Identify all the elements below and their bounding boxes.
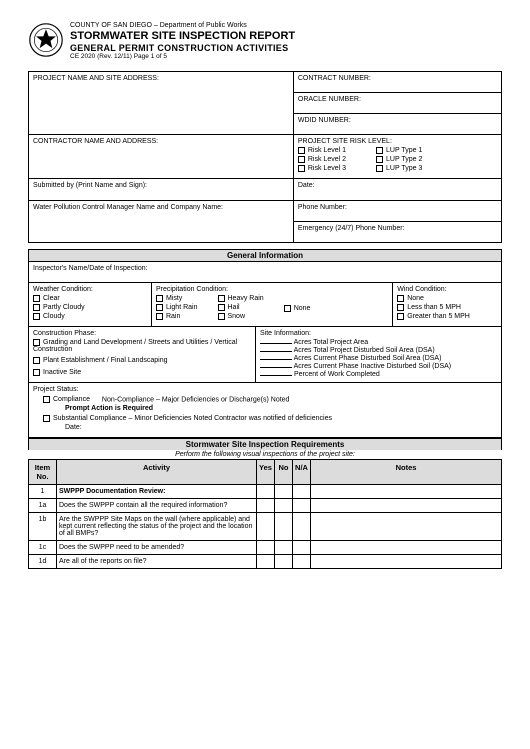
county-seal-icon [28,22,64,58]
project-name-label: PROJECT NAME AND SITE ADDRESS: [33,75,159,82]
cell-no[interactable] [275,499,293,513]
risk-level-1-checkbox[interactable]: Risk Level 1 [298,147,346,154]
wind-none-checkbox[interactable]: None [397,295,487,302]
weather-cloudy-checkbox[interactable]: Cloudy [33,313,137,320]
lup-type-2-checkbox[interactable]: LUP Type 2 [376,156,422,163]
site-total-area: Acres Total Project Area [260,339,497,346]
general-info-heading: General Information [29,249,502,261]
col-notes: Notes [311,460,502,485]
cell-no[interactable] [275,513,293,541]
table-row: 1d Are all of the reports on file? [29,555,502,569]
phone-number-label: Phone Number: [298,204,347,211]
status-noncompliance-text: Non-Compliance – Major Deficiencies or D… [102,396,290,403]
lup-type-1-checkbox[interactable]: LUP Type 1 [376,147,422,154]
precip-hail-checkbox[interactable]: Hail [218,304,264,311]
wind-label: Wind Condition: [397,286,497,293]
lup-type-3-checkbox[interactable]: LUP Type 3 [376,165,422,172]
wind-gt5-checkbox[interactable]: Greater than 5 MPH [397,313,487,320]
project-status-label: Project Status: [33,386,497,393]
emergency-phone-label: Emergency (24/7) Phone Number: [298,225,405,232]
cell-no[interactable] [275,555,293,569]
cell-yes[interactable] [257,513,275,541]
site-pct-complete: Percent of Work Completed [260,371,497,378]
wpcm-label: Water Pollution Control Manager Name and… [33,204,223,211]
precip-none-checkbox[interactable]: None [284,305,311,312]
county-dept: COUNTY OF SAN DIEGO – Department of Publ… [70,22,295,30]
cell-na[interactable] [293,555,311,569]
weather-partly-cloudy-checkbox[interactable]: Partly Cloudy [33,304,137,311]
inspection-table: Item No. Activity Yes No N/A Notes 1 SWP… [28,459,502,569]
precip-light-rain-checkbox[interactable]: Light Rain [156,304,198,311]
project-info-table: PROJECT NAME AND SITE ADDRESS: CONTRACT … [28,71,502,243]
report-subtitle: GENERAL PERMIT CONSTRUCTION ACTIVITIES [70,43,295,53]
risk-level-label: PROJECT SITE RISK LEVEL: [298,138,497,145]
col-item-no: Item No. [29,460,57,485]
site-info-label: Site Information: [260,330,497,337]
col-activity: Activity [57,460,257,485]
phase-inactive-checkbox[interactable]: Inactive Site [33,369,241,376]
contractor-label: CONTRACTOR NAME AND ADDRESS: [33,138,158,145]
inspection-req-sub: Perform the following visual inspections… [28,450,502,459]
col-yes: Yes [257,460,275,485]
prompt-action-text: Prompt Action is Required [65,405,497,412]
cell-notes[interactable] [311,513,502,541]
oracle-number-label: ORACLE NUMBER: [298,96,361,103]
col-no: No [275,460,293,485]
precip-misty-checkbox[interactable]: Misty [156,295,198,302]
phase-label: Construction Phase: [33,330,251,337]
weather-label: Weather Condition: [33,286,147,293]
site-inactive-dsa: Acres Current Phase Inactive Disturbed S… [260,363,497,370]
precip-heavy-rain-checkbox[interactable]: Heavy Rain [218,295,264,302]
cell-yes[interactable] [257,555,275,569]
inspector-label: Inspector's Name/Date of Inspection: [33,265,148,272]
site-total-dsa: Acres Total Project Disturbed Soil Area … [260,347,497,354]
precip-rain-checkbox[interactable]: Rain [156,313,198,320]
status-compliance-checkbox[interactable]: Compliance [43,396,90,403]
table-row: 1b Are the SWPPP Site Maps on the wall (… [29,513,502,541]
general-info-table: General Information Inspector's Name/Dat… [28,249,502,439]
cell-yes[interactable] [257,541,275,555]
cell-notes[interactable] [311,499,502,513]
report-title: STORMWATER SITE INSPECTION REPORT [70,30,295,43]
cell-no[interactable] [275,541,293,555]
site-current-dsa: Acres Current Phase Disturbed Soil Area … [260,355,497,362]
weather-clear-checkbox[interactable]: Clear [33,295,137,302]
date-label: Date: [298,182,315,189]
risk-level-3-checkbox[interactable]: Risk Level 3 [298,165,346,172]
wind-lt5-checkbox[interactable]: Less than 5 MPH [397,304,487,311]
page-header: COUNTY OF SAN DIEGO – Department of Publ… [28,22,502,61]
phase-grading-checkbox[interactable]: Grading and Land Development / Streets a… [33,339,241,354]
cell-notes[interactable] [311,541,502,555]
table-row: 1a Does the SWPPP contain all the requir… [29,499,502,513]
cell-notes[interactable] [311,555,502,569]
risk-level-2-checkbox[interactable]: Risk Level 2 [298,156,346,163]
submitted-by-label: Submitted by (Print Name and Sign): [33,182,147,189]
table-row: 1 SWPPP Documentation Review: [29,485,502,499]
inspection-req-heading: Stormwater Site Inspection Requirements [28,438,502,450]
contract-number-label: CONTRACT NUMBER: [298,75,371,82]
status-date-label: Date: [65,424,497,431]
table-row: 1c Does the SWPPP need to be amended? [29,541,502,555]
form-revision: CE 2020 (Rev. 12/11) Page 1 of 5 [70,53,295,60]
phase-plant-checkbox[interactable]: Plant Establishment / Final Landscaping [33,357,241,364]
col-na: N/A [293,460,311,485]
cell-yes[interactable] [257,499,275,513]
precip-label: Precipitation Condition: [156,286,388,293]
status-substantial-checkbox[interactable]: Substantial Compliance – Minor Deficienc… [43,415,332,422]
cell-na[interactable] [293,541,311,555]
wdid-number-label: WDID NUMBER: [298,117,351,124]
precip-snow-checkbox[interactable]: Snow [218,313,264,320]
cell-na[interactable] [293,513,311,541]
cell-na[interactable] [293,499,311,513]
